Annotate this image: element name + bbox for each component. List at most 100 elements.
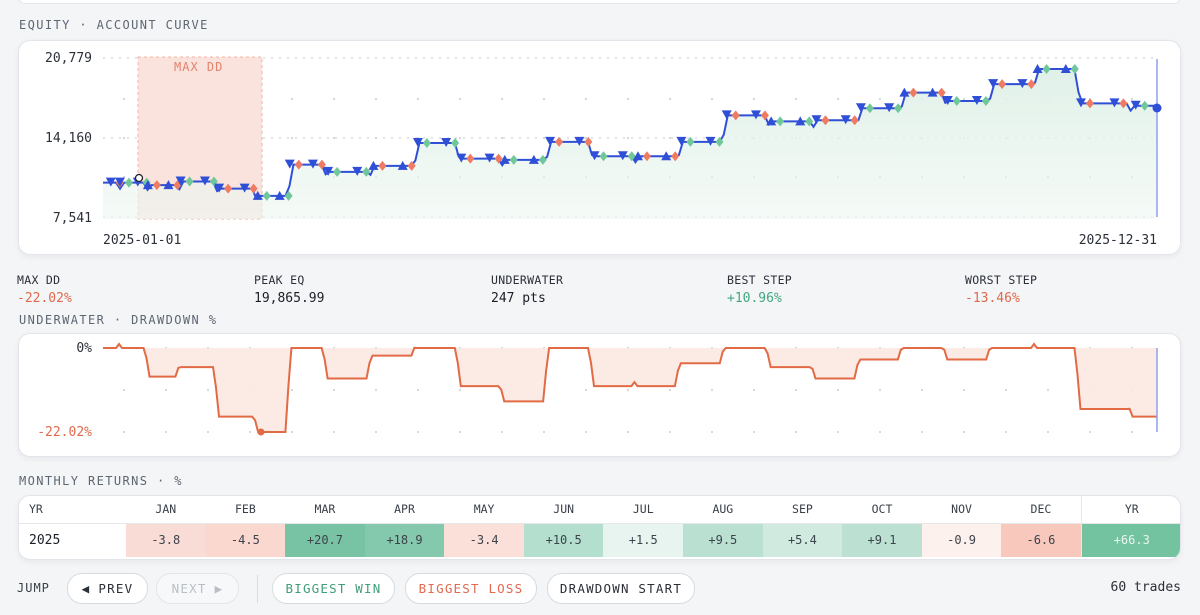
trade-marker[interactable]: [589, 151, 600, 161]
trade-marker[interactable]: [942, 95, 953, 105]
trade-marker[interactable]: [705, 136, 716, 146]
year-total-cell: +66.3: [1080, 523, 1180, 557]
trade-marker[interactable]: [323, 166, 334, 176]
grid-dot: [795, 98, 797, 100]
month-cell[interactable]: +9.1: [842, 523, 922, 557]
trade-marker[interactable]: [840, 115, 851, 125]
monthly-section-title: MONTHLY RETURNS · %: [19, 474, 183, 488]
trade-marker[interactable]: [661, 151, 672, 161]
grid-dot: [417, 389, 419, 391]
trade-marker[interactable]: [750, 110, 761, 120]
equity-chart[interactable]: MAX DD 20,779 14,160 7,541 2025-01-01 20…: [19, 41, 1181, 255]
trade-result-marker: [715, 136, 724, 147]
trade-marker[interactable]: [175, 176, 186, 186]
next-button[interactable]: NEXT ▶: [156, 573, 239, 604]
grid-dot: [501, 137, 503, 139]
trade-marker[interactable]: [441, 138, 452, 148]
trade-marker[interactable]: [545, 136, 556, 146]
trade-result-marker: [821, 115, 830, 126]
trade-marker[interactable]: [274, 190, 285, 200]
grid-dot: [1047, 431, 1049, 433]
trade-marker[interactable]: [855, 103, 866, 113]
prev-button[interactable]: ◀ PREV: [67, 573, 148, 604]
trade-marker[interactable]: [239, 183, 250, 193]
underwater-chart-card[interactable]: 0% -22.02%: [18, 333, 1181, 457]
month-cell[interactable]: -3.8: [126, 523, 206, 557]
biggest-win-button[interactable]: BIGGEST WIN: [272, 573, 395, 604]
month-cell[interactable]: -3.4: [444, 523, 524, 557]
trade-marker[interactable]: [499, 154, 510, 164]
header-year-total: YR: [1080, 496, 1180, 524]
underwater-chart[interactable]: 0% -22.02%: [19, 334, 1181, 457]
grid-dot: [459, 137, 461, 139]
trade-result-marker: [224, 183, 233, 194]
trade-marker[interactable]: [766, 116, 777, 126]
trade-marker[interactable]: [1032, 63, 1043, 73]
trade-marker[interactable]: [456, 153, 467, 163]
trade-markers[interactable]: [105, 63, 1149, 201]
trade-marker[interactable]: [795, 116, 806, 126]
trade-result-marker: [262, 190, 271, 201]
trade-marker[interactable]: [142, 180, 153, 190]
trade-marker[interactable]: [676, 136, 687, 146]
trade-marker[interactable]: [397, 160, 408, 170]
trade-marker[interactable]: [484, 153, 495, 163]
grid-dot: [417, 98, 419, 100]
trade-marker[interactable]: [617, 151, 628, 161]
month-cell[interactable]: -4.5: [205, 523, 286, 557]
trade-marker[interactable]: [105, 177, 116, 187]
month-cell[interactable]: +9.5: [683, 523, 763, 557]
grid-dot: [417, 431, 419, 433]
month-cell[interactable]: +20.7: [285, 523, 365, 557]
trade-marker[interactable]: [252, 190, 263, 200]
month-cell[interactable]: -6.6: [1001, 523, 1081, 557]
trade-marker[interactable]: [971, 95, 982, 105]
trade-result-marker: [538, 154, 547, 165]
biggest-loss-button[interactable]: BIGGEST LOSS: [405, 573, 537, 604]
month-cell[interactable]: +10.5: [523, 523, 604, 557]
trade-marker[interactable]: [368, 160, 379, 170]
trade-result-marker: [185, 176, 194, 187]
trade-marker[interactable]: [307, 159, 318, 169]
trade-marker[interactable]: [632, 151, 643, 161]
trade-result-marker: [466, 153, 475, 164]
trade-marker[interactable]: [528, 154, 539, 164]
trade-marker[interactable]: [927, 87, 938, 97]
trade-marker[interactable]: [721, 110, 732, 120]
y-tick-bottom: 7,541: [53, 211, 92, 226]
trade-marker[interactable]: [811, 115, 822, 125]
equity-chart-card[interactable]: MAX DD 20,779 14,160 7,541 2025-01-01 20…: [18, 40, 1181, 255]
trade-marker[interactable]: [899, 87, 910, 97]
next-label: NEXT: [171, 581, 207, 596]
trade-marker[interactable]: [574, 136, 585, 146]
equity-section-title: EQUITY · ACCOUNT CURVE: [19, 18, 209, 32]
trade-marker[interactable]: [1060, 63, 1071, 73]
trade-result-marker: [378, 160, 387, 171]
month-cell[interactable]: +18.9: [364, 523, 445, 557]
trade-marker[interactable]: [884, 103, 895, 113]
trade-marker[interactable]: [1075, 98, 1086, 108]
trade-marker[interactable]: [1130, 100, 1141, 110]
trade-marker[interactable]: [214, 183, 225, 193]
grid-dot: [1047, 389, 1049, 391]
trade-marker[interactable]: [352, 166, 363, 176]
trade-marker[interactable]: [988, 79, 999, 89]
trade-marker[interactable]: [114, 177, 125, 187]
grid-dot: [207, 431, 209, 433]
trade-marker[interactable]: [199, 176, 210, 186]
trade-marker[interactable]: [284, 159, 295, 169]
trade-marker[interactable]: [163, 180, 174, 190]
grid-dot: [921, 431, 923, 433]
trade-marker[interactable]: [1017, 79, 1028, 89]
month-cell[interactable]: +1.5: [603, 523, 684, 557]
trade-result-marker: [584, 136, 593, 147]
drawdown-start-button[interactable]: DRAWDOWN START: [547, 573, 695, 604]
month-cell[interactable]: +5.4: [762, 523, 843, 557]
trade-marker[interactable]: [1109, 98, 1120, 108]
header-month: MAY: [444, 496, 524, 524]
trade-result-marker: [731, 110, 740, 121]
month-cell[interactable]: -0.9: [921, 523, 1002, 557]
trade-result-marker: [124, 177, 133, 188]
x-tick-start: 2025-01-01: [103, 233, 181, 248]
trade-marker[interactable]: [412, 138, 423, 148]
